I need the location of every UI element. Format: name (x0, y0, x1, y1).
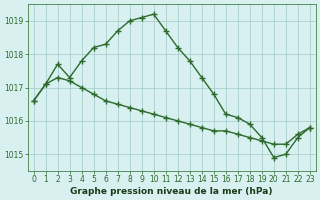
X-axis label: Graphe pression niveau de la mer (hPa): Graphe pression niveau de la mer (hPa) (70, 187, 273, 196)
